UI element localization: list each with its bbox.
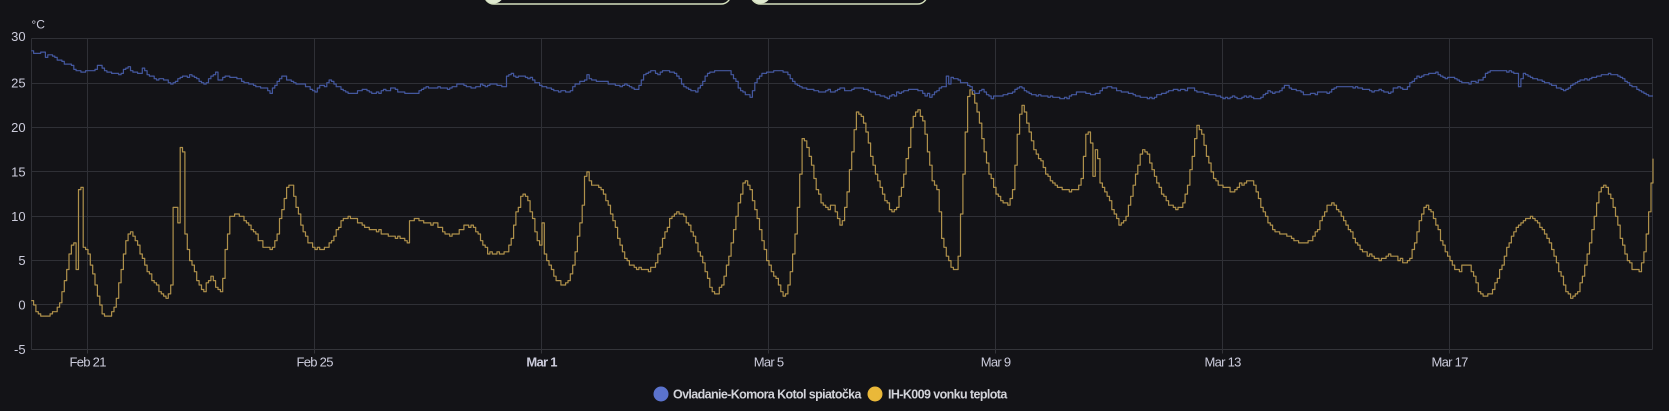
svg-text:Mar 1: Mar 1: [526, 355, 557, 370]
svg-text:5: 5: [18, 253, 25, 268]
svg-text:-5: -5: [14, 342, 26, 357]
svg-text:Mar 13: Mar 13: [1204, 355, 1241, 370]
svg-text:0: 0: [18, 298, 25, 313]
svg-text:Mar 9: Mar 9: [981, 355, 1011, 370]
svg-text:°C: °C: [31, 18, 45, 32]
svg-text:Feb 21: Feb 21: [69, 355, 106, 370]
svg-text:25: 25: [11, 76, 25, 91]
svg-text:20: 20: [11, 120, 25, 135]
svg-text:Ovladanie-Komora Kotol spiatoč: Ovladanie-Komora Kotol spiatočka: [673, 388, 863, 402]
svg-text:10: 10: [11, 209, 25, 224]
svg-text:Mar 5: Mar 5: [754, 355, 784, 370]
svg-text:30: 30: [11, 29, 25, 44]
svg-text:Mar 17: Mar 17: [1431, 355, 1468, 370]
svg-text:Feb 25: Feb 25: [296, 355, 333, 370]
svg-text:IH-K009 vonku teplota: IH-K009 vonku teplota: [888, 388, 1008, 402]
svg-text:15: 15: [11, 164, 25, 179]
